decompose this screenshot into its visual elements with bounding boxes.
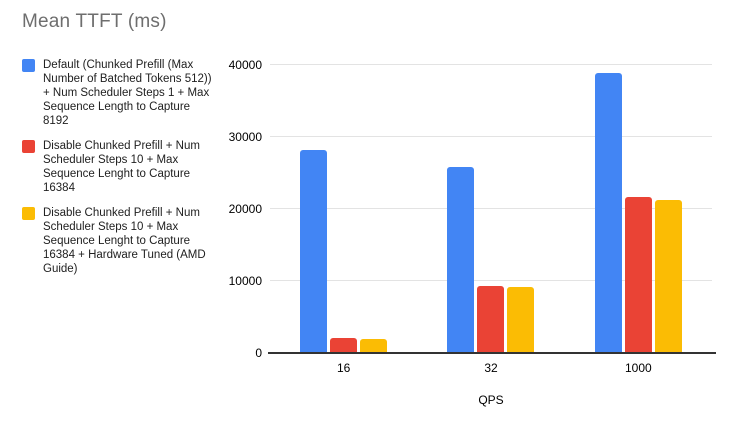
x-axis-line xyxy=(268,352,716,354)
bar-default-chunked-prefill-qps-1000 xyxy=(594,72,622,353)
y-axis-tick-label: 10000 xyxy=(228,274,262,288)
plot-area xyxy=(268,64,716,354)
gridline xyxy=(270,136,712,137)
y-axis-labels: 0 10000 20000 30000 40000 xyxy=(0,58,262,360)
x-axis-tick-label: 32 xyxy=(484,361,498,375)
legend-item-disable-chunked-prefill-nss10: Disable Chunked Prefill + Num Scheduler … xyxy=(22,139,220,195)
legend-label-disable-chunked-prefill-nss10-hw-tuned: Disable Chunked Prefill + Num Scheduler … xyxy=(43,207,206,275)
gridline xyxy=(270,64,712,65)
bar-disable-chunked-prefill-nss10-qps-1000 xyxy=(624,196,652,353)
bar-disable-chunked-prefill-nss10-hw-tuned-qps-32 xyxy=(507,287,535,353)
x-axis-tick-labels: 16 32 1000 xyxy=(270,361,712,375)
legend-swatch-disable-chunked-prefill-nss10 xyxy=(22,140,35,153)
bar-default-chunked-prefill-qps-16 xyxy=(300,149,328,353)
legend-label-default-chunked-prefill: Default (Chunked Prefill (Max Number of … xyxy=(43,59,212,127)
legend: Default (Chunked Prefill (Max Number of … xyxy=(22,58,220,276)
bar-groups xyxy=(270,65,712,353)
legend-item-disable-chunked-prefill-nss10-hw-tuned: Disable Chunked Prefill + Num Scheduler … xyxy=(22,206,220,276)
legend-item-default-chunked-prefill: Default (Chunked Prefill (Max Number of … xyxy=(22,58,220,128)
y-axis-tick-label: 0 xyxy=(255,346,262,360)
gridline xyxy=(270,280,712,281)
x-axis-tick-label: 1000 xyxy=(624,361,652,375)
y-axis-tick-label: 20000 xyxy=(228,202,262,216)
bar-group-qps-16 xyxy=(270,65,417,353)
legend-swatch-default-chunked-prefill xyxy=(22,59,35,72)
legend-swatch-disable-chunked-prefill-nss10-hw-tuned xyxy=(22,207,35,220)
y-axis-tick-label: 40000 xyxy=(228,58,262,72)
bar-group-qps-32 xyxy=(417,65,564,353)
chart-title: Mean TTFT (ms) xyxy=(22,11,167,32)
bar-disable-chunked-prefill-nss10-hw-tuned-qps-16 xyxy=(360,338,388,353)
bar-group-qps-1000 xyxy=(565,65,712,353)
legend-label-disable-chunked-prefill-nss10: Disable Chunked Prefill + Num Scheduler … xyxy=(43,140,200,194)
bar-disable-chunked-prefill-nss10-qps-16 xyxy=(330,338,358,353)
gridline xyxy=(270,208,712,209)
bar-default-chunked-prefill-qps-32 xyxy=(447,167,475,353)
bar-disable-chunked-prefill-nss10-qps-32 xyxy=(477,285,505,353)
bar-disable-chunked-prefill-nss10-hw-tuned-qps-1000 xyxy=(654,200,682,353)
y-axis-tick-label: 30000 xyxy=(228,130,262,144)
x-axis-tick-label: 16 xyxy=(336,361,351,375)
x-axis-title: QPS xyxy=(478,393,504,407)
